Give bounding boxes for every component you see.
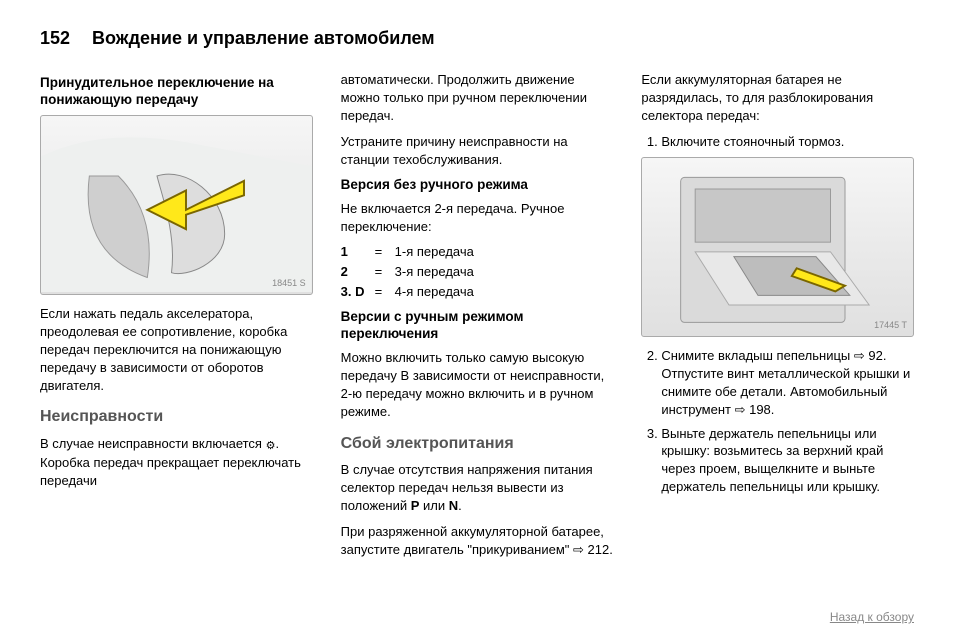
heading-manual: Версии с ручным режимом переключения bbox=[341, 309, 614, 343]
gear-row: 1 = 1-я передача bbox=[341, 243, 614, 261]
chapter-title: Вождение и управление автомобилем bbox=[92, 28, 435, 49]
heading-kickdown: Принудительное переключение на понижающу… bbox=[40, 75, 313, 109]
figure-pedal: 18451 S bbox=[40, 115, 313, 295]
gear-table: 1 = 1-я передача 2 = 3-я передача 3. D =… bbox=[341, 243, 614, 301]
back-to-overview-link[interactable]: Назад к обзору bbox=[830, 610, 914, 624]
column-1: Принудительное переключение на понижающу… bbox=[40, 71, 313, 567]
gear-eq: = bbox=[375, 263, 389, 281]
gear-num: 1 bbox=[341, 243, 369, 261]
heading-no-manual: Версия без ручного режима bbox=[341, 177, 614, 194]
list-item: Выньте держатель пепельницы или крышку: … bbox=[661, 425, 914, 497]
heading-power-fail: Сбой электропитания bbox=[341, 433, 614, 455]
steps-list-cont: Снимите вкладыш пепельницы ⇨ 92. Отпусти… bbox=[641, 347, 914, 497]
column-3: Если аккумуляторная батарея не разрядила… bbox=[641, 71, 914, 567]
gear-eq: = bbox=[375, 243, 389, 261]
paragraph-fix: Устраните причину неисправности на станц… bbox=[341, 133, 614, 169]
content-columns: Принудительное переключение на понижающу… bbox=[40, 71, 914, 567]
paragraph-kickdown: Если нажать педаль акселератора, преодол… bbox=[40, 305, 313, 395]
gear-num: 3. D bbox=[341, 283, 369, 301]
list-item: Снимите вкладыш пепельницы ⇨ 92. Отпусти… bbox=[661, 347, 914, 419]
gear-val: 1-я передача bbox=[395, 243, 474, 261]
page-number: 152 bbox=[40, 28, 70, 49]
letter-n: N bbox=[449, 498, 458, 513]
heading-faults: Неисправности bbox=[40, 406, 313, 428]
gear-val: 4-я передача bbox=[395, 283, 474, 301]
pedal-illustration bbox=[41, 116, 312, 294]
power1-end: . bbox=[458, 498, 462, 513]
paragraph-power2: При разряженной аккумуляторной батарее, … bbox=[341, 523, 614, 559]
gear-eq: = bbox=[375, 283, 389, 301]
paragraph-faults: В случае неисправности включается ⚙. Кор… bbox=[40, 435, 313, 490]
paragraph-no-manual: Не включается 2-я передача. Ручное перек… bbox=[341, 200, 614, 236]
paragraph-cont: автоматически. Продолжить движение можно… bbox=[341, 71, 614, 125]
gear-row: 3. D = 4-я передача bbox=[341, 283, 614, 301]
warning-engine-icon: ⚙ bbox=[266, 439, 276, 454]
selector-illustration bbox=[642, 158, 913, 336]
gear-row: 2 = 3-я передача bbox=[341, 263, 614, 281]
figure-ref-1: 18451 S bbox=[272, 277, 306, 289]
figure-ref-2: 17445 T bbox=[874, 319, 907, 331]
paragraph-intro3: Если аккумуляторная батарея не разрядила… bbox=[641, 71, 914, 125]
fault-text-a: В случае неисправности включается bbox=[40, 436, 266, 451]
steps-list: Включите стояночный тормоз. bbox=[641, 133, 914, 151]
power1-a: В случае отсутствия напряжения питания с… bbox=[341, 462, 593, 513]
figure-selector: 17445 T bbox=[641, 157, 914, 337]
gear-num: 2 bbox=[341, 263, 369, 281]
paragraph-manual: Можно включить только самую высокую пере… bbox=[341, 349, 614, 421]
list-item: Включите стояночный тормоз. bbox=[661, 133, 914, 151]
gear-val: 3-я передача bbox=[395, 263, 474, 281]
paragraph-power1: В случае отсутствия напряжения питания с… bbox=[341, 461, 614, 515]
power1-mid: или bbox=[419, 498, 448, 513]
page-header: 152 Вождение и управление автомобилем bbox=[40, 28, 914, 49]
column-2: автоматически. Продолжить движение можно… bbox=[341, 71, 614, 567]
